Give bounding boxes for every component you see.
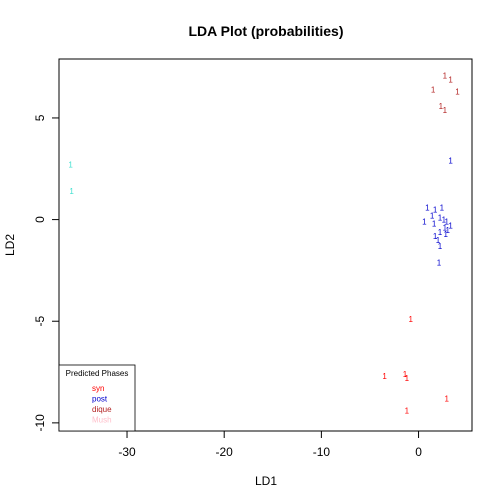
data-point-post: 1 [440, 203, 445, 212]
data-point-post: 1 [430, 212, 435, 221]
legend-entry-dique: dique [92, 405, 112, 414]
data-point-dique: 1 [431, 85, 436, 94]
data-point-post: 1 [438, 214, 443, 223]
y-tick-label: 5 [33, 114, 47, 121]
data-point-dique: 1 [443, 71, 448, 80]
data-point-dique: 1 [455, 88, 460, 97]
data-point-post: 1 [442, 216, 447, 225]
chart-title: LDA Plot (probabilities) [188, 23, 343, 39]
plot-area-border [58, 58, 473, 432]
y-tick-label: -10 [33, 414, 47, 432]
y-axis-label: LD2 [3, 234, 17, 256]
data-point-post: 1 [438, 228, 443, 237]
data-point-syn: 1 [405, 407, 410, 416]
data-point-post: 1 [437, 258, 442, 267]
data-point-post: 1 [444, 230, 449, 239]
data-point-unlabeled: 1 [68, 161, 73, 170]
data-point-syn: 1 [382, 372, 387, 381]
data-point-post: 1 [433, 205, 438, 214]
legend-entry-syn: syn [92, 384, 104, 393]
data-point-unlabeled: 1 [69, 187, 74, 196]
data-point-syn: 1 [403, 370, 408, 379]
x-axis-label: LD1 [255, 474, 277, 488]
y-axis: -10 -5 0 5 [33, 114, 59, 432]
data-point-syn: 1 [409, 315, 414, 324]
x-tick-label: -30 [118, 445, 136, 459]
data-point-post: 1 [425, 203, 430, 212]
data-point-syn: 1 [445, 394, 450, 403]
data-point-post: 1 [445, 226, 450, 235]
y-tick-label: -5 [33, 316, 47, 327]
data-point-post: 1 [448, 157, 453, 166]
data-point-dique: 1 [443, 106, 448, 115]
data-point-dique: 1 [439, 102, 444, 111]
x-tick-label: 0 [415, 445, 422, 459]
data-point-syn: 1 [405, 374, 410, 383]
data-point-post: 1 [443, 224, 448, 233]
data-point-post: 1 [438, 242, 443, 251]
legend-entry-mush: Mush [92, 416, 112, 425]
data-point-post: 1 [422, 218, 427, 227]
data-point-post: 1 [436, 236, 441, 245]
x-axis: -30 -20 -10 0 [118, 431, 422, 459]
legend-entry-post: post [92, 395, 108, 404]
data-point-post: 1 [448, 222, 453, 231]
data-point-post: 1 [432, 220, 437, 229]
legend-box [58, 364, 136, 432]
data-point-post: 1 [433, 232, 438, 241]
data-point-post: 1 [445, 218, 450, 227]
x-tick-label: -10 [313, 445, 331, 459]
x-tick-label: -20 [216, 445, 234, 459]
legend-title: Predicted Phases [66, 369, 129, 378]
y-tick-label: 0 [33, 216, 47, 223]
data-point-dique: 1 [448, 75, 453, 84]
